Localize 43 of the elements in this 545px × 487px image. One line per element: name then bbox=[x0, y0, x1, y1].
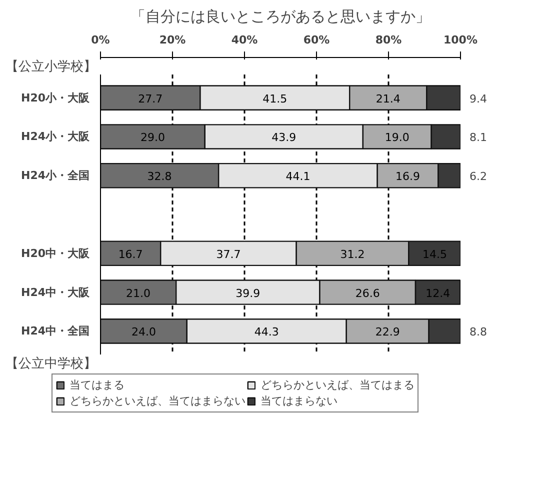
data-label: 6.2 bbox=[470, 170, 487, 184]
legend-label: どちらかといえば、当てはまらない bbox=[69, 394, 246, 408]
data-label: 27.7 bbox=[138, 92, 163, 106]
data-label: 12.4 bbox=[426, 286, 450, 300]
x-tick-label: 80% bbox=[375, 34, 402, 46]
x-tick-label: 20% bbox=[159, 34, 186, 46]
y-tick-label: H24小・全国 bbox=[20, 169, 90, 182]
data-label: 26.6 bbox=[355, 286, 380, 300]
y-tick-label: H24小・大阪 bbox=[20, 130, 90, 144]
data-label: 39.9 bbox=[236, 286, 260, 300]
data-label: 44.1 bbox=[286, 170, 310, 184]
legend-label: 当てはまる bbox=[69, 378, 124, 392]
data-label: 8.1 bbox=[470, 131, 487, 144]
data-label: 21.0 bbox=[126, 286, 151, 300]
legend-label: どちらかといえば、当てはまる bbox=[260, 378, 414, 392]
data-label: 31.2 bbox=[340, 248, 365, 261]
data-label: 16.9 bbox=[396, 170, 420, 184]
data-label: 19.0 bbox=[384, 131, 410, 144]
data-label: 22.9 bbox=[375, 326, 400, 339]
data-label: 32.8 bbox=[147, 170, 172, 184]
data-label: 24.0 bbox=[131, 326, 156, 339]
legend-label: 当てはまらない bbox=[260, 394, 338, 408]
data-label: 29.0 bbox=[140, 131, 165, 144]
text: 【公立小学校】 bbox=[6, 58, 96, 74]
y-tick-label: H20中・大阪 bbox=[20, 246, 90, 260]
chart-title: 「自分には良いところがあると思いますか」 bbox=[130, 8, 430, 26]
text: 【公立中学校】 bbox=[6, 356, 96, 372]
data-label: 16.7 bbox=[118, 248, 143, 261]
data-label: 8.8 bbox=[470, 326, 487, 339]
data-label: 43.9 bbox=[272, 131, 296, 144]
data-label: 41.5 bbox=[262, 92, 288, 106]
y-tick-label: H24中・大阪 bbox=[20, 286, 90, 299]
y-tick-label: H24中・全国 bbox=[20, 324, 90, 338]
data-label: 21.4 bbox=[376, 92, 400, 106]
data-label: 9.4 bbox=[470, 92, 487, 106]
x-tick-label: 40% bbox=[231, 34, 258, 46]
data-label: 44.3 bbox=[254, 326, 279, 339]
x-tick-label: 0% bbox=[91, 34, 110, 46]
x-tick-label: 100% bbox=[444, 34, 478, 46]
data-label: 37.7 bbox=[216, 248, 241, 261]
x-tick-label: 60% bbox=[303, 34, 330, 46]
y-tick-label: H20小・大阪 bbox=[20, 91, 90, 104]
data-label: 14.5 bbox=[422, 248, 448, 261]
